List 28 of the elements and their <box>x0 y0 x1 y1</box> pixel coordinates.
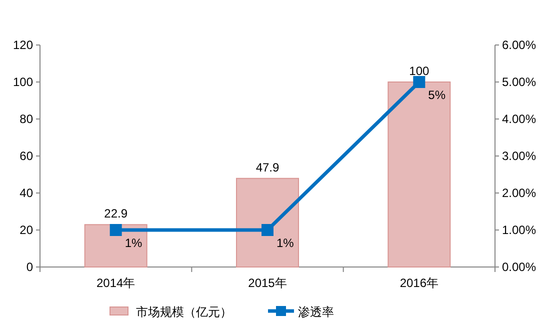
data-label: 47.9 <box>256 160 280 174</box>
data-label: 5% <box>428 88 446 102</box>
bar <box>388 82 451 268</box>
x-tick-label: 2016年 <box>400 276 439 290</box>
x-tick-label: 2015年 <box>248 276 287 290</box>
bar <box>236 178 299 268</box>
data-label: 100 <box>409 64 430 78</box>
data-label: 22.9 <box>104 206 128 221</box>
y-tick-label: 20 <box>20 223 34 237</box>
y2-tick-label: 3.00% <box>502 149 536 163</box>
data-label: 1% <box>124 236 143 250</box>
y2-tick-label: 2.00% <box>502 186 536 200</box>
data-label: 1% <box>276 236 294 250</box>
y-tick-label: 60 <box>20 149 34 163</box>
legend-label: 渗透率 <box>298 305 334 319</box>
y2-tick-label: 0.00% <box>502 260 536 274</box>
y2-tick-label: 4.00% <box>502 112 536 126</box>
x-tick-label: 2014年 <box>96 276 136 290</box>
y-tick-label: 40 <box>20 186 34 200</box>
y-tick-label: 100 <box>12 75 34 89</box>
y-tick-label: 0 <box>26 260 34 274</box>
y2-tick-label: 5.00% <box>502 75 536 89</box>
y-tick-label: 80 <box>20 112 34 126</box>
bar <box>84 224 148 268</box>
y2-tick-label: 6.00% <box>502 38 536 52</box>
legend-label: 市场规模（亿元） <box>136 305 232 319</box>
y2-tick-label: 1.00% <box>502 223 536 237</box>
y-tick-label: 120 <box>12 38 34 52</box>
